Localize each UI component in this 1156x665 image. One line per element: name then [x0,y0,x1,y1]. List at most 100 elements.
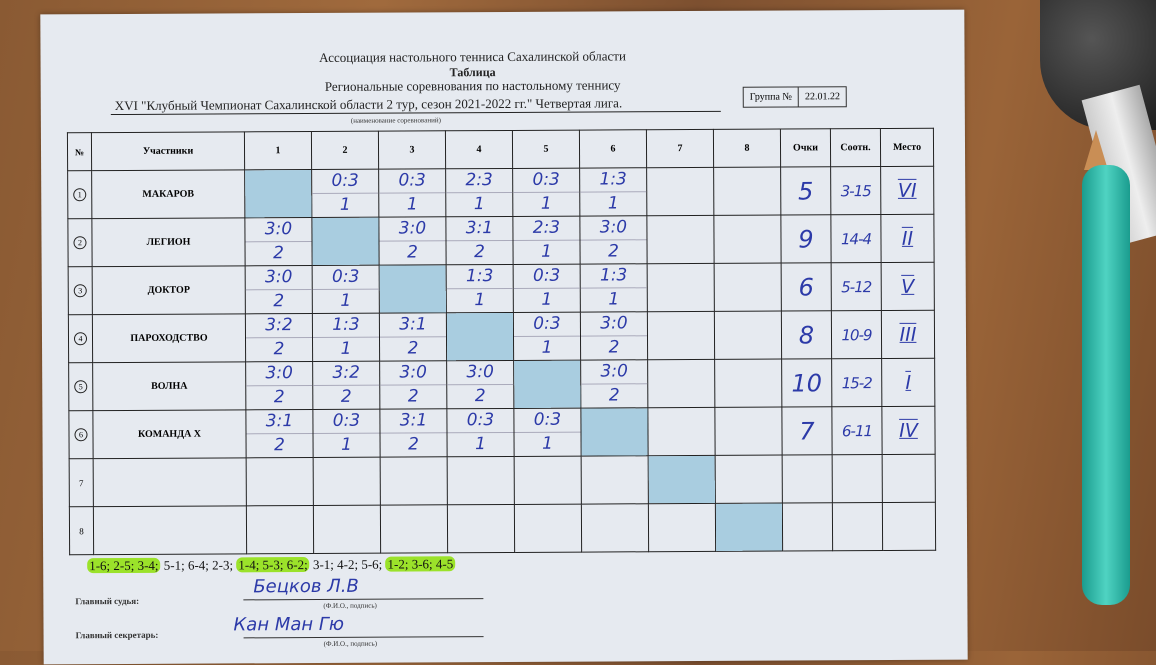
match-score: 0:3 [513,168,580,193]
match-cell [246,505,314,554]
match-score: 0:3 [312,265,379,291]
match-cell [647,263,715,312]
match-score: 1:3 [580,168,647,193]
match-score: 3:0 [246,362,313,387]
ratio: 3-15 [830,166,881,215]
row-number-circle: 3 [73,284,87,298]
ratio: 14-4 [830,214,882,263]
row-number: 8 [69,506,94,555]
participant-name: ДОКТОР [92,265,246,315]
match-points: 2 [608,241,620,262]
results-table: № Участники 1 2 3 4 5 6 7 8 Очки Соотн. Место 1 МАКАР… [67,128,936,556]
points: 6 [781,262,832,312]
match-cell: 3:0 2 [245,265,313,314]
match-points: 1 [540,193,552,214]
match-cell: 3:0 2 [580,359,648,409]
match-cell: 0:3 1 [512,168,580,217]
participant-name: КОМАНДА Х [92,409,247,459]
points [782,502,833,552]
diagonal-cell [580,407,649,457]
match-cell: 0:3 1 [513,264,581,313]
match-cell: 1:3 1 [446,264,514,313]
match-score: 2:3 [446,168,513,194]
row-number: 1 [67,170,92,219]
place: IV [881,406,936,455]
table-row: 5 ВОЛНА 3:0 2 3:2 2 3:0 2 3:0 2 3:0 2 10 15-2 I [68,358,935,411]
column-header: 2 [311,131,379,170]
schedule-segment: 1-6; 2-5; 3-4; [87,557,161,574]
diagonal-cell [244,169,312,218]
match-score: 0:3 [312,169,379,195]
table-row: 7 [69,454,936,507]
points: 9 [780,214,832,264]
match-points: 2 [273,291,285,312]
column-header: Место [880,128,934,167]
ratio: 15-2 [831,358,882,407]
match-score: 1:3 [446,264,513,290]
match-cell: 3:2 2 [245,313,313,362]
match-points: 1 [608,289,620,310]
match-points: 1 [339,194,351,215]
secretary-signature: Кан Ман Гю [233,613,345,636]
points: 7 [781,406,833,456]
match-points: 1 [406,194,418,215]
table-row: 4 ПАРОХОДСТВО 3:2 2 1:3 1 3:1 2 0:3 1 3:0 2 8 10-9 III [68,310,935,363]
match-points: 1 [541,337,553,358]
match-score: 0:3 [447,408,514,434]
match-cell: 0:3 1 [513,312,581,361]
match-score: 3:0 [580,312,647,337]
match-score: 0:3 [379,169,446,194]
match-cell: 3:0 2 [245,361,313,410]
column-header: Участники [91,131,245,171]
participant-name [93,505,247,555]
schedule-segment: 3-1; 4-2; 5-6; [309,556,386,573]
match-cell: 3:1 2 [379,312,447,362]
match-cell [447,504,515,553]
competition-name: XVI "Клубный Чемпионат Сахалинской облас… [110,94,721,116]
match-cell [514,456,582,505]
match-cell: 3:0 2 [244,217,313,266]
secretary-line [243,636,484,639]
points: 8 [781,310,832,360]
judge-signature: Бецков Л.В [253,575,359,598]
match-points: 2 [273,387,285,408]
participant-name: ПАРОХОДСТВО [92,313,246,363]
match-score: 3:1 [380,409,447,434]
diagonal-cell [379,264,447,314]
pen [1082,165,1130,605]
match-cell [581,455,649,505]
match-score: 1:3 [312,313,380,339]
diagonal-cell [715,503,783,552]
match-points: 2 [474,242,486,263]
match-cell [713,215,782,264]
schedule-segment: 5-1; 6-4; 2-3; [160,557,237,573]
match-cell [514,504,582,553]
row-number-circle: 6 [74,428,88,442]
match-score: 3:1 [379,313,447,338]
match-cell [246,457,314,506]
match-cell [646,215,715,264]
match-cell: 0:3 1 [513,408,582,457]
schedule-segment: 1-2; 3-6; 4-5 [385,556,456,572]
ratio: 6-11 [831,406,883,455]
match-points: 2 [407,338,419,359]
table-row: 3 ДОКТОР 3:0 2 0:3 1 1:3 1 0:3 1 1:3 1 6 5-12 V [68,262,935,315]
row-number-circle: 1 [73,188,87,202]
place [882,454,936,503]
match-points: 1 [341,434,353,455]
match-points: 1 [340,290,352,311]
match-cell [313,505,381,554]
ratio: 5-12 [831,262,882,311]
match-score: 3:0 [447,360,514,386]
column-header: 4 [445,130,513,169]
match-cell: 3:0 2 [379,360,447,410]
competition-caption: (наименование соревнований) [350,116,441,125]
match-score: 3:0 [380,361,447,386]
group-label: Группа № [749,91,792,103]
match-cell: 0:3 1 [312,265,380,314]
match-points: 1 [607,193,619,214]
match-cell: 0:3 1 [311,169,379,218]
match-cell: 0:3 1 [312,409,381,458]
points: 5 [780,166,831,216]
match-cell: 3:1 2 [445,216,514,265]
